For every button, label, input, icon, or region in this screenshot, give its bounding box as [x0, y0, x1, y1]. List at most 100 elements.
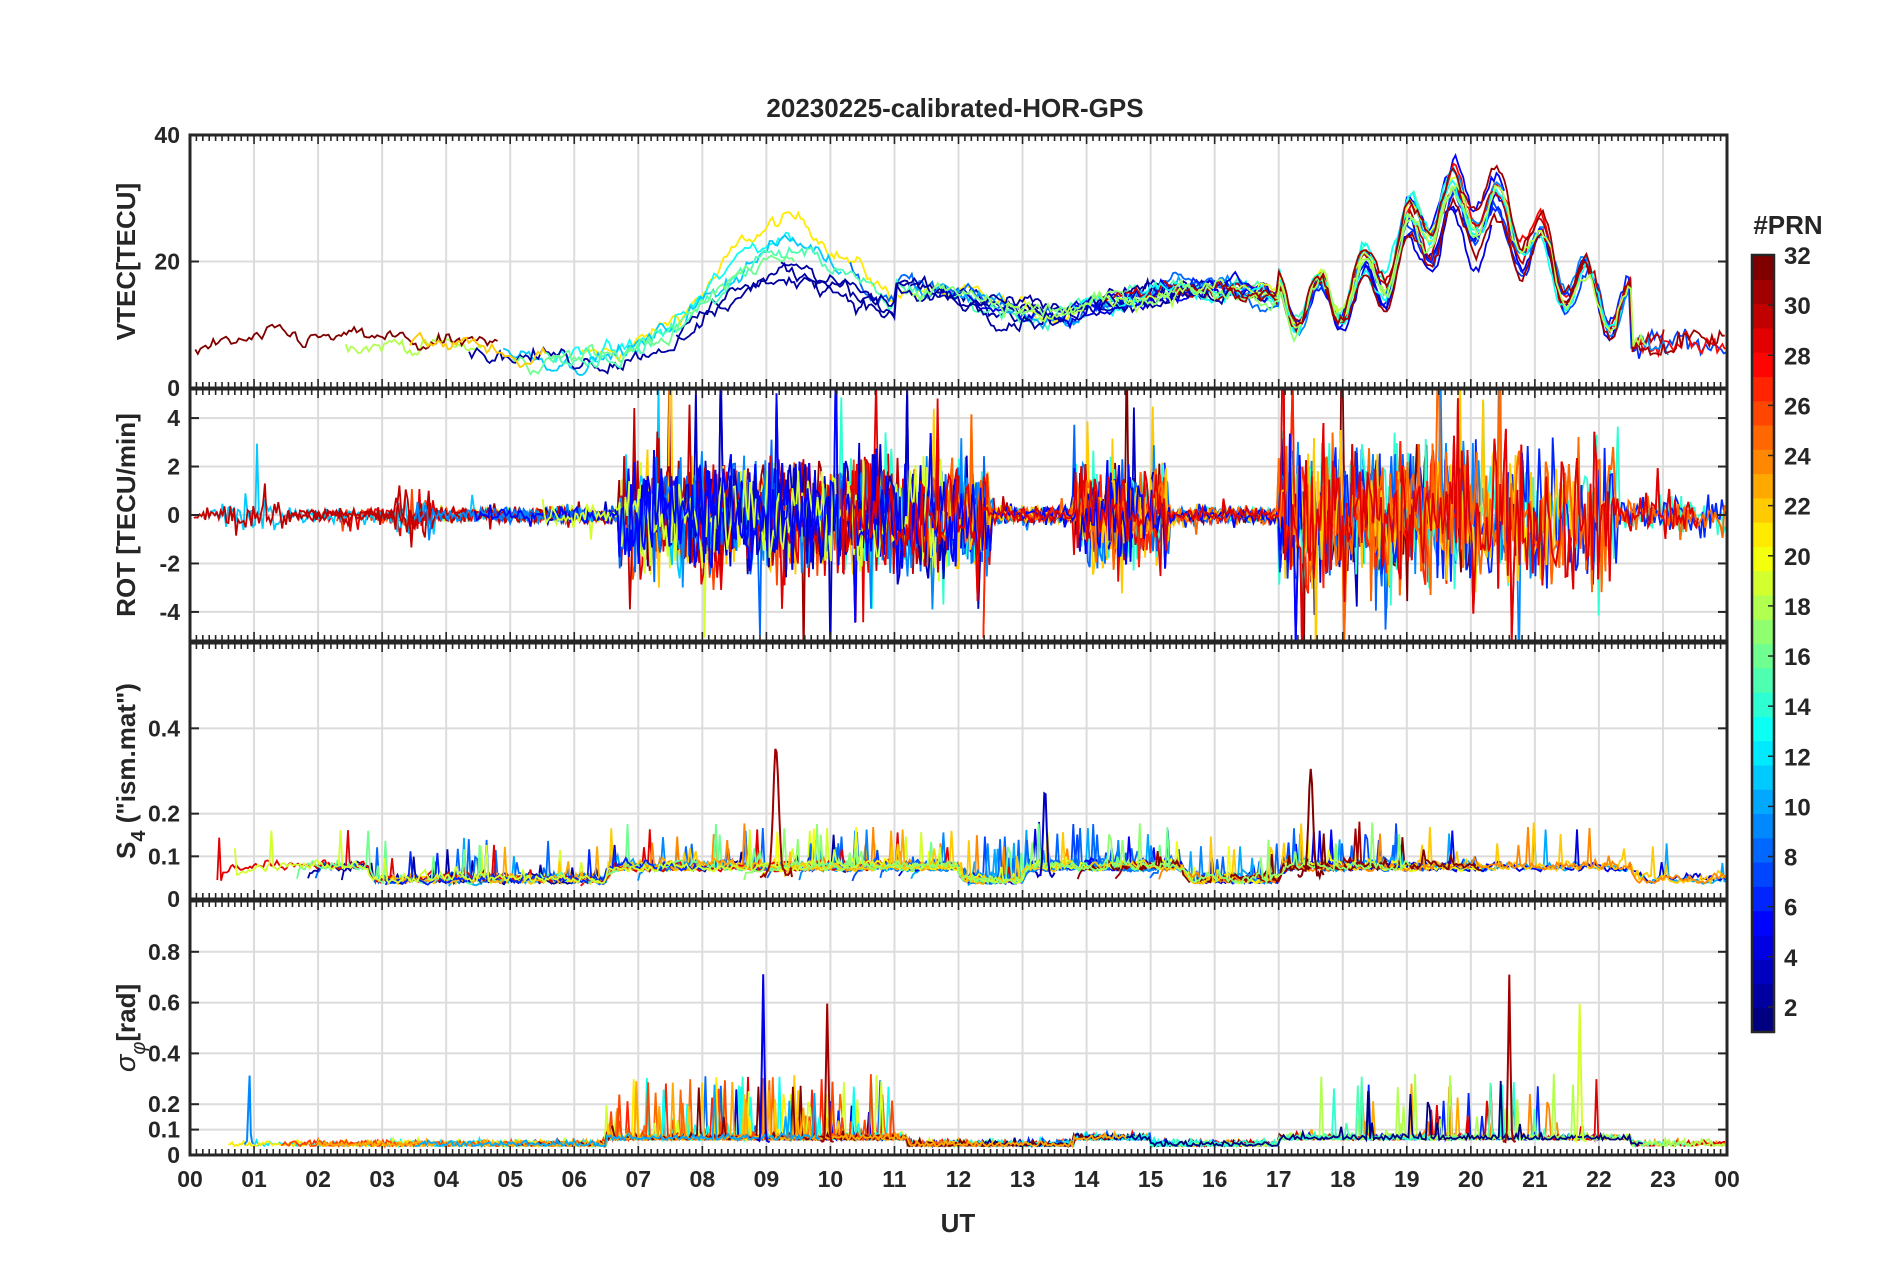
prn-series — [1005, 182, 1647, 347]
series-group — [193, 389, 1727, 641]
colorbar-segment — [1752, 546, 1774, 572]
y-tick-label: -2 — [160, 550, 180, 576]
x-tick-label: 02 — [305, 1166, 331, 1192]
x-tick-label: 18 — [1330, 1166, 1356, 1192]
y-tick-label: 0.8 — [148, 939, 180, 965]
x-tick-label: 01 — [241, 1166, 267, 1192]
x-axis-label: UT — [941, 1208, 976, 1238]
x-tick-label: 03 — [369, 1166, 395, 1192]
y-tick-label: 0.1 — [148, 1117, 180, 1143]
colorbar-label: #PRN — [1753, 210, 1822, 240]
prn-series — [1572, 1003, 1587, 1144]
x-tick-label: 10 — [818, 1166, 844, 1192]
colorbar-segment — [1752, 983, 1774, 1009]
panel-3: 0 0.1 0.2 0.4S4 ("ism.mat") — [111, 641, 1729, 912]
y-tick-label: 20 — [154, 249, 180, 275]
colorbar-segment — [1752, 789, 1774, 815]
x-tick-label: 20 — [1458, 1166, 1484, 1192]
x-tick-label: 00 — [177, 1166, 203, 1192]
y-tick-label: 0.6 — [148, 990, 180, 1016]
colorbar-tick-label: 26 — [1784, 393, 1811, 420]
colorbar-tick-label: 18 — [1784, 594, 1811, 621]
colorbar-segment — [1752, 570, 1774, 596]
colorbar-tick-label: 32 — [1784, 243, 1811, 270]
colorbar-tick-label: 10 — [1784, 794, 1811, 821]
prn-series — [1034, 791, 1056, 879]
y-tick-label: 0 — [167, 375, 180, 401]
colorbar-tick-label: 14 — [1784, 694, 1811, 721]
colorbar-frame — [1750, 253, 1776, 1034]
colorbar-tick-label: 28 — [1784, 343, 1811, 370]
prn-series — [973, 1080, 1643, 1148]
x-tick-label: 11 — [882, 1166, 907, 1192]
colorbar-segment — [1752, 255, 1774, 280]
y-tick-label: 0.2 — [148, 801, 180, 827]
colorbar-segment — [1752, 424, 1774, 450]
tick-marks — [189, 643, 1728, 900]
series-group — [228, 974, 1727, 1149]
prn-series — [344, 334, 482, 357]
prn-series — [409, 331, 547, 369]
colorbar-segment — [1752, 692, 1774, 717]
prn-series — [1222, 164, 1593, 328]
x-tick-label: 17 — [1266, 1166, 1292, 1192]
colorbar-segment — [1752, 449, 1774, 475]
y-tick-label: 2 — [167, 454, 180, 480]
series-group — [194, 152, 1727, 377]
colorbar-segment — [1752, 667, 1774, 693]
prn-series — [683, 389, 950, 580]
y-tick-label: 0 — [167, 886, 180, 912]
prn-series — [194, 323, 499, 356]
x-tick-label: 14 — [1074, 1166, 1100, 1192]
x-tick-label: 06 — [561, 1166, 587, 1192]
prn-series — [243, 1075, 255, 1146]
colorbar-segment — [1752, 376, 1774, 402]
colorbar-segment — [1752, 643, 1774, 669]
tick-marks — [189, 134, 1728, 389]
x-tick-label: 12 — [946, 1166, 972, 1192]
tick-marks — [189, 389, 1728, 641]
y-tick-label: 4 — [167, 405, 180, 431]
colorbar-segment — [1752, 934, 1774, 960]
x-tick-label: 23 — [1650, 1166, 1676, 1192]
panel-4: 00.10.2 0.4 0.6 0.8 σφ[rad] — [110, 899, 1729, 1168]
x-tick-label: 07 — [625, 1166, 651, 1192]
x-tick-label: 08 — [690, 1166, 716, 1192]
prn-series — [1072, 179, 1623, 336]
panel-1: 0 20 40 VTEC[TECU] — [111, 122, 1729, 401]
y-axis-label: σφ[rad] — [110, 984, 150, 1072]
y-tick-label: 0.2 — [148, 1091, 180, 1117]
x-tick-labels: 00 01 02 03 04 05 06 07 08 09 10 11 12 13 14 15 16 17 18 19… — [177, 1166, 1740, 1192]
y-tick-label: 0.4 — [148, 1040, 180, 1066]
colorbar-segment — [1752, 497, 1774, 523]
colorbar-segment — [1752, 279, 1774, 305]
x-tick-label: 21 — [1522, 1166, 1548, 1192]
y-tick-label: 40 — [154, 122, 180, 148]
panel-2: -4 -2 0 2 4 ROT [TECU/min] — [111, 387, 1729, 643]
x-tick-label: 04 — [433, 1166, 459, 1192]
colorbar-segment — [1752, 522, 1774, 547]
y-tick-label: -4 — [160, 599, 181, 625]
colorbar-tick-label: 12 — [1784, 744, 1811, 771]
y-tick-label: 0.4 — [148, 715, 180, 741]
colorbar-segment — [1752, 959, 1774, 985]
colorbar-segment — [1752, 473, 1774, 499]
prn-series — [840, 389, 1699, 641]
prn-series — [609, 433, 1303, 641]
y-tick-label: 0.1 — [148, 843, 180, 869]
x-tick-label: 15 — [1138, 1166, 1164, 1192]
prn-series — [502, 234, 842, 377]
colorbar-segment — [1752, 1007, 1774, 1033]
colorbar-segment — [1752, 910, 1774, 936]
colorbar-segment — [1752, 740, 1774, 766]
prn-series — [541, 458, 946, 569]
colorbar-segment — [1752, 886, 1774, 912]
prn-series — [759, 748, 793, 879]
y-axis-label: VTEC[TECU] — [111, 183, 141, 340]
colorbar-segment — [1752, 594, 1774, 620]
prn-series — [743, 822, 1412, 886]
prn-series — [414, 1084, 821, 1148]
colorbar-segment — [1752, 862, 1774, 887]
colorbar-segment — [1752, 813, 1774, 839]
